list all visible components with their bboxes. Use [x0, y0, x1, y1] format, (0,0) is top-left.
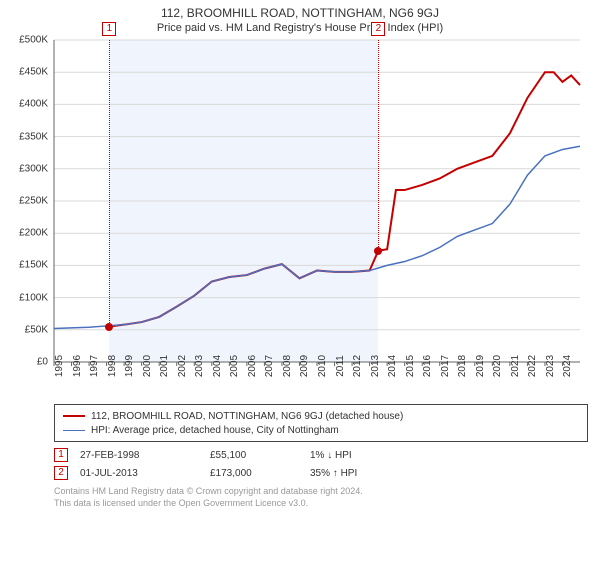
sale-delta: 1% ↓ HPI — [310, 450, 588, 461]
x-tick-label: 2001 — [159, 355, 170, 377]
legend-label: 112, BROOMHILL ROAD, NOTTINGHAM, NG6 9GJ… — [91, 411, 403, 422]
y-tick-label: £350K — [19, 131, 48, 142]
chart-svg — [54, 40, 580, 362]
legend-row-property: 112, BROOMHILL ROAD, NOTTINGHAM, NG6 9GJ… — [63, 409, 579, 423]
page-title: 112, BROOMHILL ROAD, NOTTINGHAM, NG6 9GJ — [0, 6, 600, 20]
x-tick-label: 2012 — [352, 355, 363, 377]
sales-table: 1 27-FEB-1998£55,1001% ↓ HPI 2 01-JUL-2013£… — [54, 448, 588, 480]
marker-vline-2 — [378, 40, 379, 251]
footer-line1: Contains HM Land Registry data © Crown c… — [54, 486, 588, 498]
series-property — [109, 72, 580, 326]
sale-delta: 35% ↑ HPI — [310, 468, 588, 479]
y-tick-label: £450K — [19, 67, 48, 78]
x-tick-label: 2013 — [370, 355, 381, 377]
marker-vline-1 — [109, 40, 110, 327]
marker-dot-2 — [374, 247, 382, 255]
x-tick-label: 2021 — [510, 355, 521, 377]
series-group — [54, 72, 580, 328]
x-tick-label: 2023 — [545, 355, 556, 377]
legend-swatch — [63, 430, 85, 431]
x-tick-label: 1998 — [107, 355, 118, 377]
footer-line2: This data is licensed under the Open Gov… — [54, 498, 588, 510]
x-tick-label: 2003 — [194, 355, 205, 377]
y-axis-labels: £0£50K£100K£150K£200K£250K£300K£350K£400… — [6, 40, 52, 362]
x-tick-label: 2010 — [317, 355, 328, 377]
x-axis-labels: 1995199619971998199920002001200220032004… — [54, 364, 580, 400]
x-tick-label: 1995 — [54, 355, 65, 377]
legend-label: HPI: Average price, detached house, City… — [91, 425, 339, 436]
plot-area: 12 — [54, 40, 580, 362]
legend-row-hpi: HPI: Average price, detached house, City… — [63, 423, 579, 437]
x-tick-label: 2024 — [562, 355, 573, 377]
x-tick-label: 2007 — [264, 355, 275, 377]
x-tick-label: 2008 — [282, 355, 293, 377]
y-tick-label: £100K — [19, 292, 48, 303]
x-tick-label: 2004 — [212, 355, 223, 377]
series-hpi — [54, 146, 580, 328]
x-tick-label: 2006 — [247, 355, 258, 377]
x-tick-label: 2018 — [457, 355, 468, 377]
x-tick-label: 1997 — [89, 355, 100, 377]
x-tick-label: 2017 — [440, 355, 451, 377]
x-tick-label: 2014 — [387, 355, 398, 377]
x-tick-label: 2020 — [492, 355, 503, 377]
legend: 112, BROOMHILL ROAD, NOTTINGHAM, NG6 9GJ… — [54, 404, 588, 442]
x-tick-label: 2011 — [335, 355, 346, 377]
x-tick-label: 2019 — [475, 355, 486, 377]
legend-swatch — [63, 415, 85, 417]
page-subtitle: Price paid vs. HM Land Registry's House … — [0, 22, 600, 34]
axes — [54, 40, 580, 366]
x-tick-label: 2005 — [229, 355, 240, 377]
x-tick-label: 2002 — [177, 355, 188, 377]
y-tick-label: £0 — [37, 357, 48, 368]
marker-box-1: 1 — [102, 22, 116, 36]
gridlines — [54, 40, 580, 362]
x-tick-label: 1999 — [124, 355, 135, 377]
x-tick-label: 2016 — [422, 355, 433, 377]
sale-date: 27-FEB-1998 — [80, 450, 210, 461]
footer: Contains HM Land Registry data © Crown c… — [54, 486, 588, 509]
x-tick-label: 2015 — [405, 355, 416, 377]
y-tick-label: £50K — [25, 324, 48, 335]
price-chart: £0 £50K £100K £150K £200K £250K £300K £350K £400… — [6, 40, 594, 400]
marker-dot-1 — [105, 323, 113, 331]
y-tick-label: £300K — [19, 163, 48, 174]
x-tick-label: 2000 — [142, 355, 153, 377]
y-tick-label: £150K — [19, 260, 48, 271]
y-tick-label: £500K — [19, 35, 48, 46]
y-tick-label: £400K — [19, 99, 48, 110]
sale-date: 01-JUL-2013 — [80, 468, 210, 479]
x-tick-label: 1996 — [72, 355, 83, 377]
x-tick-label: 2009 — [299, 355, 310, 377]
marker-box-2: 2 — [371, 22, 385, 36]
sale-price: £55,100 — [210, 450, 310, 461]
x-tick-label: 2022 — [527, 355, 538, 377]
sale-price: £173,000 — [210, 468, 310, 479]
y-tick-label: £250K — [19, 196, 48, 207]
sale-marker-2: 2 — [54, 466, 68, 480]
y-tick-label: £200K — [19, 228, 48, 239]
sale-marker-1: 1 — [54, 448, 68, 462]
